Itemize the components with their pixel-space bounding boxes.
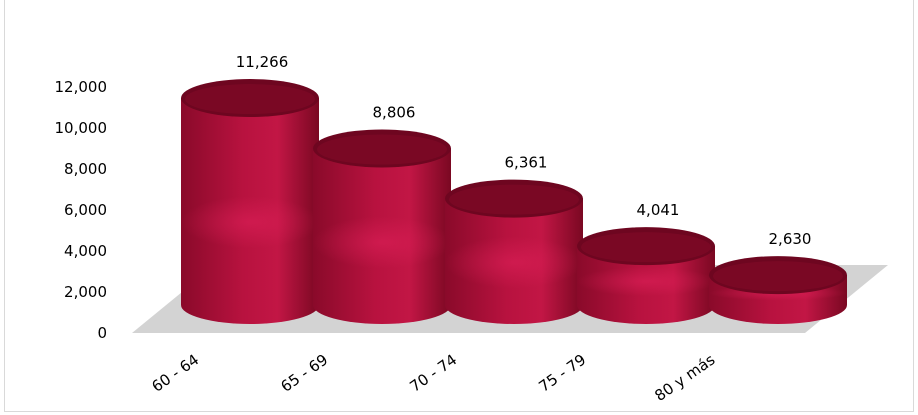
data-label: 11,266	[236, 53, 289, 71]
bar: 4,041	[577, 201, 715, 324]
data-label: 8,806	[373, 103, 416, 121]
bar-shine	[181, 196, 319, 249]
bar-shine	[445, 236, 583, 289]
bar-shine	[577, 266, 715, 297]
bar-top-inner	[581, 232, 711, 263]
y-tick-label: 4,000	[64, 242, 107, 260]
y-tick-label: 0	[97, 324, 107, 342]
y-tick-label: 10,000	[55, 119, 108, 137]
x-tick-label: 80 y más	[651, 350, 718, 404]
x-tick-label: 70 - 74	[406, 351, 460, 396]
bar-top-inner	[713, 261, 843, 292]
chart-frame	[4, 0, 914, 412]
bar-top-inner	[185, 84, 315, 115]
y-tick-label: 8,000	[64, 160, 107, 178]
data-label: 4,041	[637, 201, 680, 219]
y-tick-label: 2,000	[64, 283, 107, 301]
bar: 6,361	[445, 154, 583, 324]
bar: 11,266	[181, 53, 319, 324]
bar: 2,630	[709, 230, 847, 324]
bar-top-inner	[449, 184, 579, 215]
x-tick-label: 75 - 79	[535, 351, 589, 396]
data-label: 2,630	[769, 230, 812, 248]
bar-top-inner	[317, 134, 447, 165]
data-label: 6,361	[505, 154, 548, 172]
x-tick-label: 65 - 69	[277, 351, 331, 396]
y-tick-label: 12,000	[55, 78, 108, 96]
y-tick-label: 6,000	[64, 201, 107, 219]
bar-shine	[313, 216, 451, 269]
x-tick-label: 60 - 64	[148, 351, 202, 396]
bar: 8,806	[313, 103, 451, 324]
